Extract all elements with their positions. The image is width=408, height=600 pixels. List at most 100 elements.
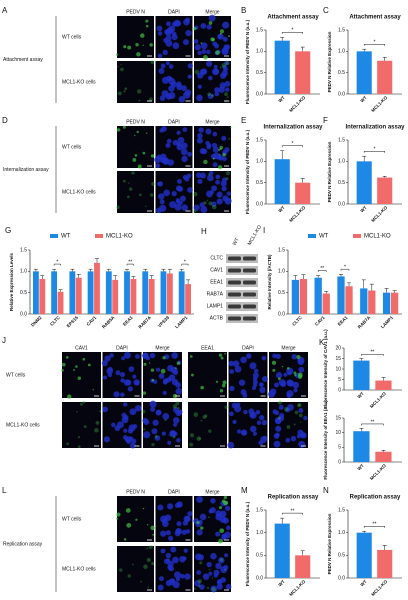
signal: [211, 38, 215, 42]
bar: [130, 279, 137, 314]
y-axis-label: Fluorescence Intensity of PEDV N (a.u.): [245, 501, 250, 586]
signal: [134, 154, 138, 157]
significance-label: **: [370, 350, 374, 356]
nucleus: [149, 352, 156, 359]
signal: [228, 138, 230, 140]
signal: [145, 205, 147, 208]
significance-label: *: [184, 259, 186, 265]
signal: [211, 587, 216, 592]
y-tick-label: 1.0: [256, 530, 263, 536]
signal: [203, 159, 208, 165]
nucleus: [207, 174, 214, 182]
signal: [95, 420, 100, 425]
signal: [294, 374, 297, 377]
nucleus: [115, 370, 121, 376]
nucleus: [229, 385, 235, 392]
nucleus: [222, 517, 229, 524]
significance-label: **: [373, 522, 377, 528]
panel-letter: A: [2, 6, 8, 15]
y-tick-label: 1.0: [20, 269, 27, 275]
signal: [189, 433, 195, 438]
nucleus: [252, 379, 258, 385]
signal: [218, 506, 223, 510]
bar: [112, 279, 119, 314]
signal: [286, 425, 291, 429]
y-tick-label: 1.5: [338, 507, 345, 513]
nucleus: [167, 364, 174, 372]
signal: [174, 367, 177, 370]
nucleus: [187, 63, 193, 69]
nucleus: [183, 18, 190, 26]
column-header: DAPI: [168, 9, 180, 15]
row-label: WT cells: [6, 372, 26, 378]
nucleus: [273, 440, 281, 448]
signal: [136, 130, 139, 134]
signal: [145, 24, 149, 28]
blot-strip: [226, 290, 258, 299]
panel-letter: K: [319, 338, 325, 347]
nucleus: [297, 429, 304, 436]
signal: [277, 400, 282, 405]
signal: [149, 43, 153, 47]
y-tick-label: 1.5: [338, 27, 345, 33]
x-tick-label: MCL1-KO: [370, 579, 388, 597]
signal: [175, 401, 180, 406]
nucleus: [135, 354, 140, 359]
x-tick-label: MCL1-KO: [288, 579, 306, 597]
nucleus: [211, 185, 217, 192]
signal: [80, 402, 83, 406]
nucleus: [174, 203, 182, 211]
x-tick-label: MCL1-KO: [288, 205, 306, 223]
signal: [218, 148, 221, 151]
signal: [218, 196, 221, 198]
nucleus: [225, 583, 232, 590]
nucleus: [120, 378, 125, 383]
signal: [172, 404, 178, 409]
legend-swatch: [353, 234, 361, 238]
nucleus: [196, 496, 203, 503]
nucleus: [216, 198, 223, 205]
nucleus: [183, 91, 191, 99]
signal: [208, 429, 212, 433]
significance-label: *: [373, 147, 375, 153]
nucleus: [162, 518, 168, 524]
signal: [140, 33, 145, 38]
signal: [151, 561, 155, 566]
nucleus: [167, 440, 172, 445]
signal: [222, 153, 226, 157]
y-tick-label: 0.0: [256, 91, 263, 97]
signal: [65, 356, 69, 359]
signal: [120, 63, 122, 66]
signal: [225, 501, 229, 504]
nucleus: [240, 389, 247, 396]
nucleus: [121, 356, 126, 361]
nucleus: [173, 19, 181, 27]
band-label: CLTC: [210, 255, 223, 261]
signal: [221, 499, 226, 503]
y-tick-label: 0.5: [338, 180, 345, 186]
column-header: EEA1: [201, 345, 214, 351]
signal: [149, 97, 153, 102]
y-tick-label: 15: [335, 415, 341, 421]
nucleus: [218, 557, 225, 564]
x-tick-label: MCL1-KO: [370, 205, 388, 223]
nucleus: [187, 74, 192, 79]
nucleus: [167, 564, 173, 570]
nucleus: [248, 408, 255, 415]
signal: [135, 518, 138, 521]
row-label: WT cells: [62, 144, 82, 150]
y-tick-label: 0.0: [338, 575, 345, 581]
nucleus: [252, 431, 258, 436]
signal: [200, 42, 203, 44]
column-header: Merge: [281, 345, 295, 351]
nucleus: [176, 130, 181, 135]
nucleus: [278, 379, 286, 387]
band: [243, 316, 256, 321]
nucleus: [179, 195, 186, 202]
y-tick-label: 0.0: [278, 311, 285, 317]
signal: [208, 568, 211, 571]
nucleus: [166, 138, 172, 144]
nucleus: [215, 179, 220, 185]
band-label: CAV1: [210, 267, 223, 273]
